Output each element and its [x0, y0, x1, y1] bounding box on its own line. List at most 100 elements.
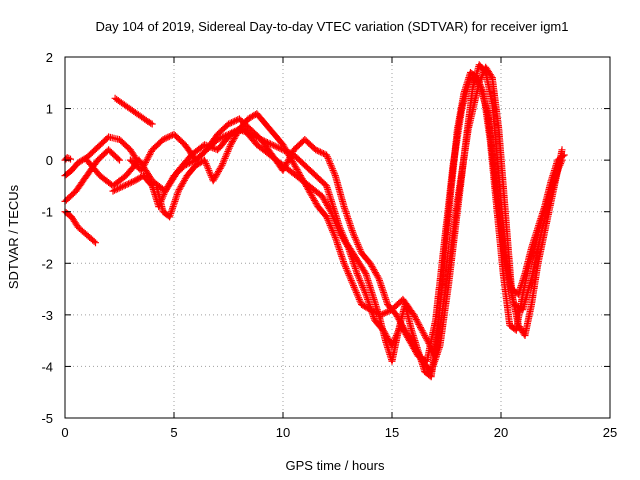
data-point [419, 328, 427, 336]
data-point [323, 151, 331, 159]
data-point [350, 232, 358, 240]
data-point [174, 187, 182, 195]
data-point [316, 148, 324, 156]
series-track-b [61, 154, 74, 164]
data-point [354, 271, 362, 279]
data-point [147, 149, 154, 157]
data-point [315, 147, 323, 155]
data-point [206, 170, 214, 178]
data-point [347, 277, 355, 284]
data-point [398, 323, 406, 331]
data-point [177, 182, 185, 190]
data-point [328, 163, 336, 171]
y-tick-label: -3 [41, 308, 53, 323]
data-point [420, 330, 428, 338]
data-point [225, 146, 232, 154]
data-point [267, 140, 274, 148]
x-tick-label: 25 [603, 425, 617, 440]
data-point [336, 228, 344, 236]
data-point [344, 268, 352, 276]
y-tick-label: -5 [41, 411, 53, 426]
data-point [290, 159, 297, 167]
data-point [321, 197, 329, 205]
data-point [558, 146, 566, 154]
data-point [203, 161, 211, 169]
data-point [347, 275, 355, 283]
data-point [117, 183, 125, 191]
data-point [330, 230, 338, 238]
data-point [341, 261, 349, 269]
data-point [379, 326, 387, 334]
data-point [353, 270, 361, 278]
data-point [225, 144, 233, 152]
data-point [330, 215, 338, 223]
data-point [218, 161, 226, 169]
data-point [331, 232, 339, 240]
data-point [280, 142, 288, 150]
data-point [292, 164, 300, 172]
data-point [283, 159, 291, 166]
data-point [334, 225, 342, 233]
data-point [355, 242, 363, 250]
data-point [405, 335, 413, 343]
data-point [293, 165, 301, 173]
data-point [143, 155, 151, 163]
data-point [357, 278, 365, 286]
data-point [392, 333, 400, 341]
y-tick-label: 1 [46, 102, 53, 117]
data-point [344, 270, 352, 278]
data-point [394, 328, 402, 336]
data-point [358, 280, 365, 288]
data-point [408, 341, 416, 349]
data-point [327, 223, 335, 231]
data-point [345, 271, 353, 279]
data-point [389, 340, 397, 348]
data-point [335, 227, 343, 235]
data-point [212, 172, 220, 180]
data-point [353, 290, 361, 298]
data-point [222, 153, 230, 161]
data-point [371, 267, 379, 275]
data-point [377, 311, 385, 319]
data-point [366, 259, 374, 267]
data-point [355, 244, 363, 252]
data-point [118, 183, 126, 191]
data-point [361, 268, 369, 276]
data-point [402, 331, 410, 338]
x-tick-label: 20 [494, 425, 508, 440]
x-axis-label: GPS time / hours [286, 458, 385, 473]
data-point [417, 324, 424, 332]
y-tick-label: -1 [41, 205, 53, 220]
data-point [270, 141, 278, 149]
data-point [326, 158, 333, 166]
data-point [338, 233, 346, 241]
data-point [348, 278, 356, 286]
data-point [202, 141, 210, 149]
data-point [115, 184, 123, 192]
data-point [353, 239, 361, 247]
data-point [181, 176, 188, 184]
data-point [392, 311, 400, 319]
data-point [323, 215, 331, 223]
data-point [224, 148, 232, 155]
data-point [227, 141, 235, 149]
data-point [331, 216, 339, 224]
data-point [225, 120, 232, 128]
data-point [159, 136, 167, 143]
data-point [412, 316, 420, 324]
data-point [356, 297, 364, 305]
data-point [337, 230, 345, 238]
data-point [324, 216, 332, 224]
data-point [372, 270, 380, 278]
data-point [307, 190, 315, 198]
data-point [415, 320, 423, 328]
data-point [310, 196, 318, 204]
data-point [421, 332, 429, 339]
data-point [233, 128, 241, 136]
y-tick-label: 0 [46, 153, 53, 168]
data-point [231, 117, 239, 125]
data-point [404, 334, 412, 341]
data-point [205, 143, 213, 151]
data-point [394, 314, 402, 322]
data-point [142, 157, 150, 165]
